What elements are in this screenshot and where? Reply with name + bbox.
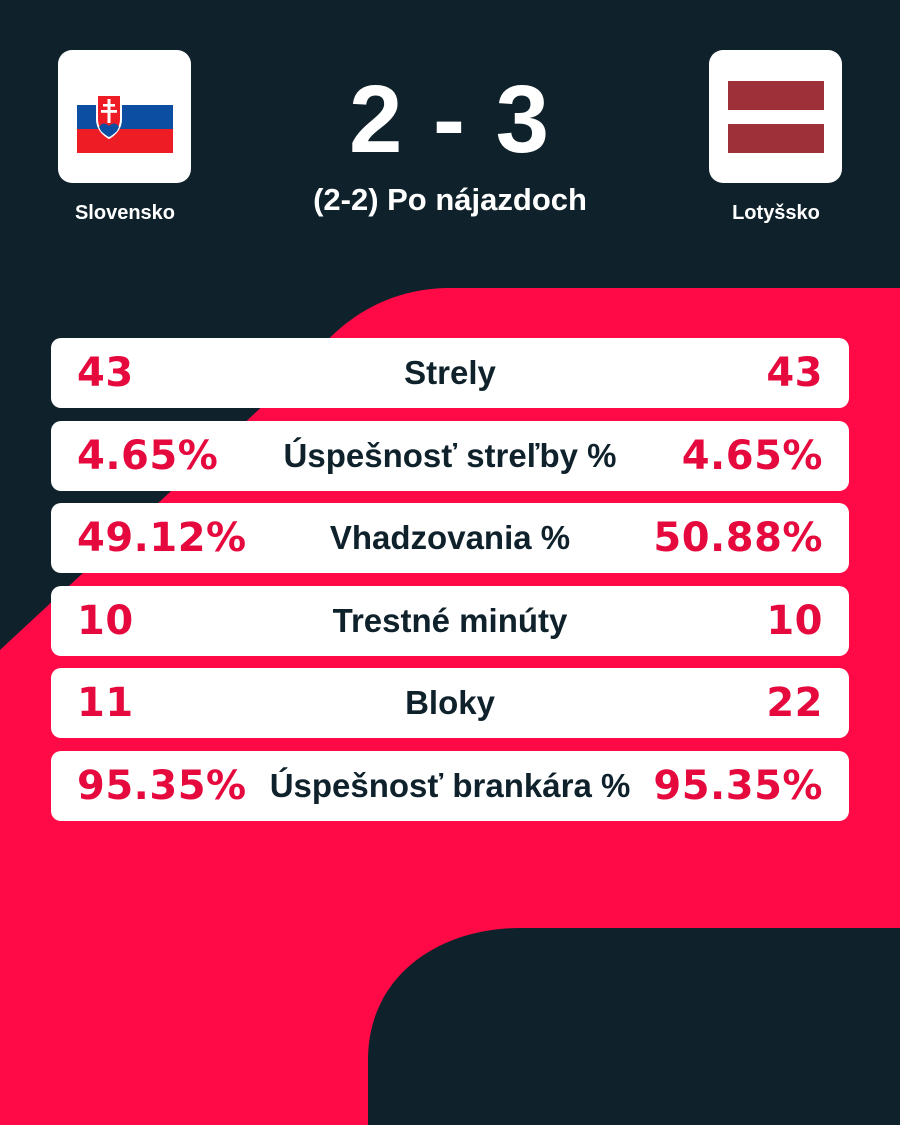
home-stat-value: 49.12% — [77, 515, 247, 562]
slovakia-flag-icon — [76, 80, 173, 153]
latvia-flag-icon — [727, 80, 824, 153]
stat-row-penalty-minutes: 10 Trestné minúty 10 — [51, 585, 849, 656]
match-score: 2 - 3 — [348, 66, 552, 173]
home-stat-value: 43 — [77, 350, 134, 396]
away-stat-value: 22 — [766, 680, 823, 727]
stat-row-shots: 43 Strely 43 — [51, 338, 849, 408]
result-note: (2-2) Po nájazdoch — [313, 182, 587, 217]
stats-table: 43 Strely 43 4.65% Úspešnosť streľby % 4… — [51, 338, 849, 834]
away-stat-value: 43 — [766, 350, 823, 396]
away-stat-value: 10 — [766, 597, 823, 644]
stat-label: Úspešnosť streľby % — [283, 436, 617, 474]
away-stat-value: 50.88% — [653, 515, 823, 562]
stat-label: Bloky — [405, 684, 495, 722]
stat-label: Vhadzovania % — [329, 519, 571, 557]
stat-label: Trestné minúty — [332, 601, 568, 639]
away-stat-value: 4.65% — [681, 432, 823, 479]
home-stat-value: 95.35% — [77, 762, 247, 809]
home-stat-value: 4.65% — [77, 432, 219, 479]
stat-label: Strely — [404, 354, 496, 391]
home-stat-value: 11 — [77, 680, 134, 727]
home-team-name: Slovensko — [74, 202, 176, 224]
stat-row-save-pct: 95.35% Úspešnosť brankára % 95.35% — [51, 750, 849, 821]
stat-row-blocks: 11 Bloky 22 — [51, 668, 849, 739]
home-stat-value: 10 — [77, 597, 134, 644]
stat-row-faceoffs: 49.12% Vhadzovania % 50.88% — [51, 503, 849, 574]
home-flag-card — [58, 50, 191, 183]
away-team-name: Lotyšsko — [732, 202, 820, 224]
stat-row-shooting-pct: 4.65% Úspešnosť streľby % 4.65% — [51, 420, 849, 491]
away-flag-card — [709, 50, 842, 183]
away-stat-value: 95.35% — [653, 762, 823, 809]
stat-label: Úspešnosť brankára % — [269, 766, 631, 804]
